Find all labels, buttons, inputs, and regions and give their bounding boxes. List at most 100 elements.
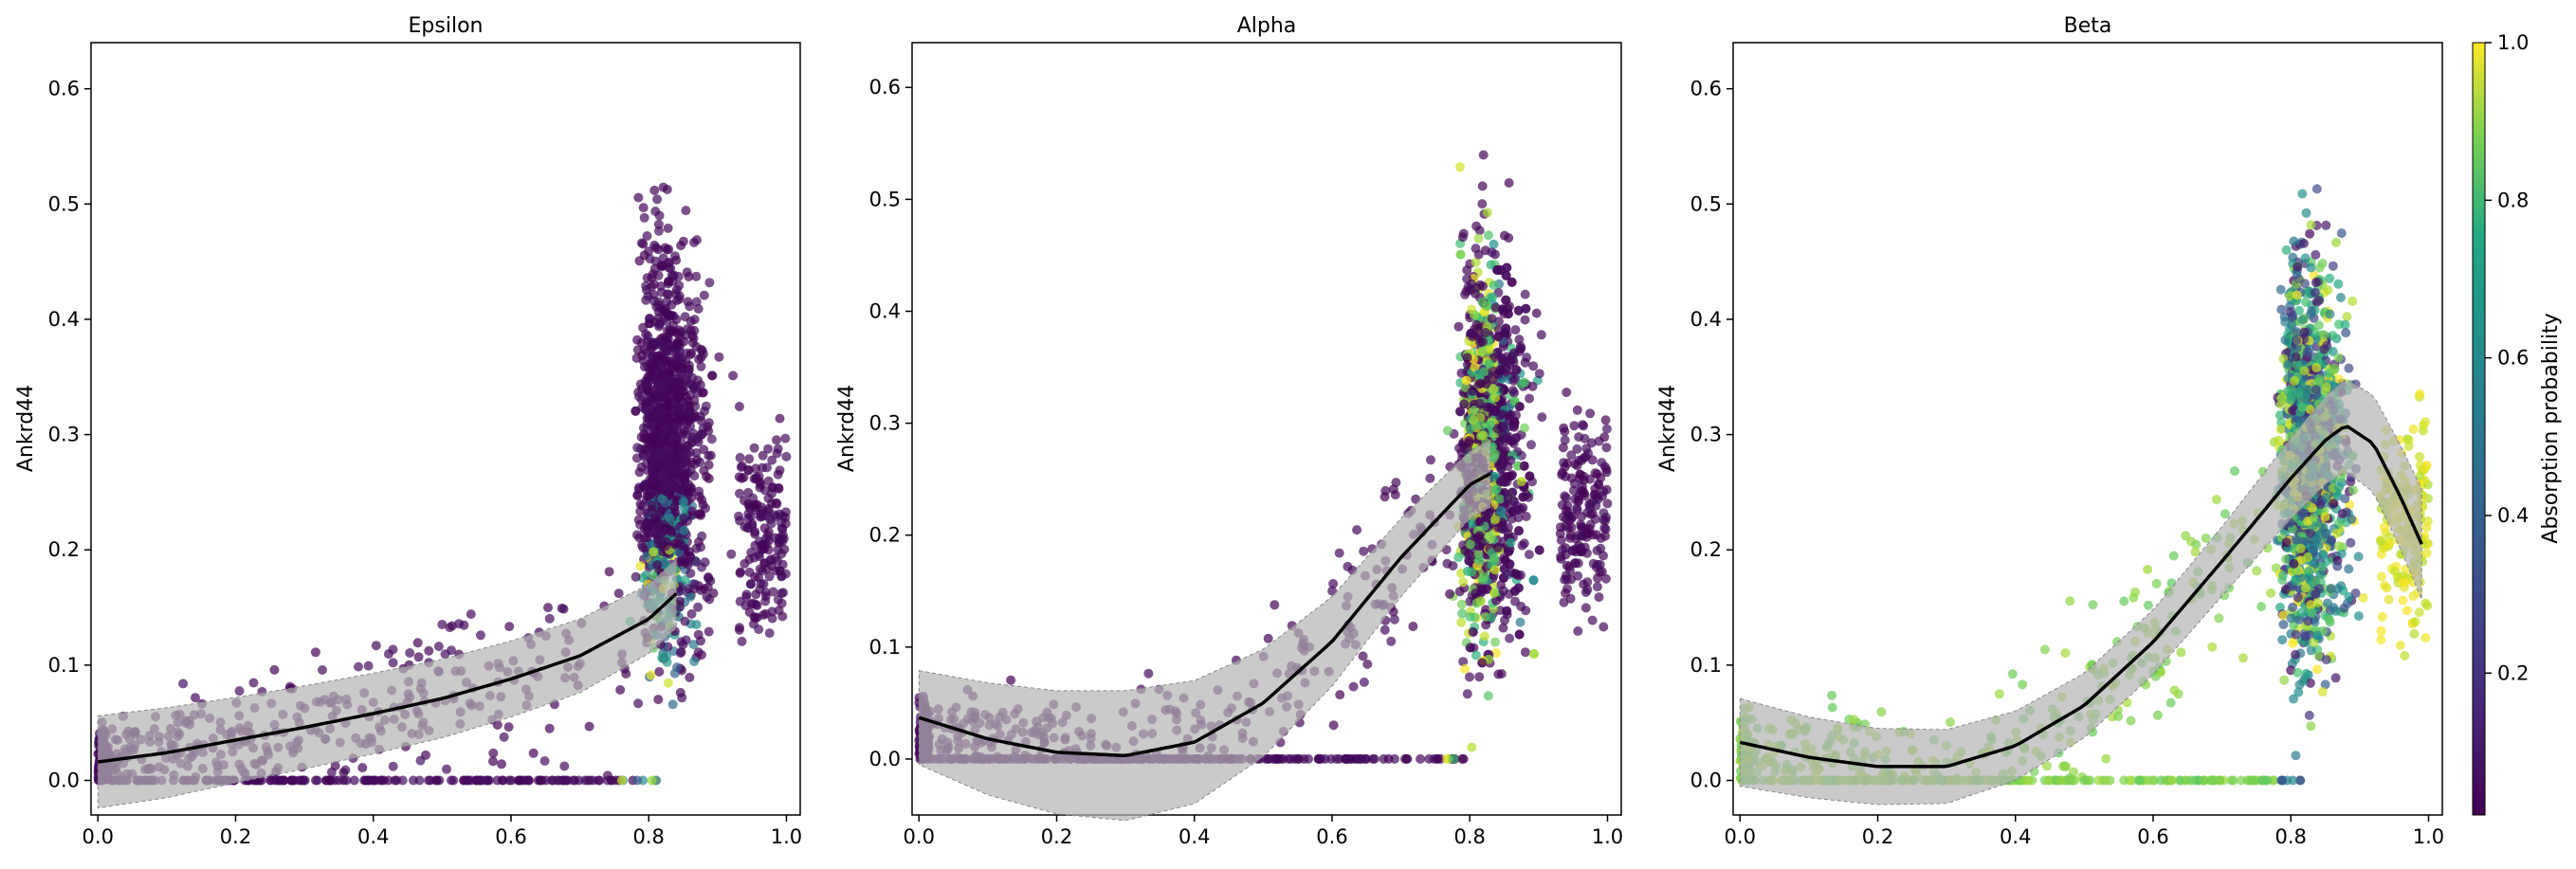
scatter-point <box>1469 415 1478 425</box>
scatter-point <box>651 530 662 540</box>
scatter-point <box>1496 505 1507 516</box>
scatter-point <box>2018 679 2028 690</box>
scatter-point <box>2128 592 2139 603</box>
scatter-point <box>1268 753 1278 764</box>
scatter-point <box>645 314 655 324</box>
scatter-point <box>683 441 693 451</box>
scatter-point <box>755 482 765 493</box>
scatter-point <box>431 775 442 786</box>
scatter-point <box>777 559 788 570</box>
panel-epsilon-title: Epsilon <box>409 14 484 38</box>
scatter-point <box>1572 503 1582 514</box>
scatter-point <box>678 497 688 507</box>
scatter-point <box>615 685 626 695</box>
scatter-point <box>736 462 746 472</box>
scatter-point <box>649 362 659 372</box>
scatter-point <box>1510 325 1521 335</box>
scatter-point <box>1562 560 1572 570</box>
scatter-point <box>2042 761 2052 771</box>
scatter-point <box>1489 281 1499 290</box>
scatter-point <box>685 672 695 682</box>
x-tick-label: 0.6 <box>2137 825 2168 848</box>
scatter-point <box>1464 555 1474 566</box>
scatter-point <box>528 748 539 758</box>
scatter-point <box>760 534 771 544</box>
scatter-point <box>700 406 709 416</box>
scatter-point <box>1492 265 1503 275</box>
scatter-point <box>1572 531 1582 541</box>
scatter-point <box>1490 515 1501 525</box>
scatter-point <box>1849 715 1859 725</box>
scatter-point <box>1506 456 1516 465</box>
scatter-point <box>248 678 259 688</box>
panel-beta-ticks: 0.0 0.2 0.4 0.6 0.8 1.00.00.10.20.30.40.50.6 <box>1690 78 2445 848</box>
x-tick-label: 0.2 <box>220 825 251 848</box>
scatter-point <box>1558 544 1567 554</box>
scatter-point <box>775 413 785 424</box>
x-tick-label: 0.6 <box>495 825 526 848</box>
scatter-point <box>746 512 756 521</box>
scatter-point <box>557 603 567 613</box>
scatter-point <box>1474 516 1485 527</box>
scatter-point <box>1579 421 1589 431</box>
scatter-point <box>1506 537 1516 548</box>
scatter-point <box>649 547 659 557</box>
scatter-point <box>1487 314 1497 324</box>
scatter-point <box>1534 369 1544 379</box>
scatter-point <box>415 755 426 766</box>
scatter-point <box>2168 551 2179 561</box>
scatter-point <box>1518 492 1528 502</box>
scatter-point <box>1408 622 1418 631</box>
scatter-point <box>497 759 506 769</box>
scatter-point <box>412 638 423 648</box>
scatter-point <box>773 594 783 605</box>
y-tick-label: 0.5 <box>1690 192 1722 215</box>
scatter-point <box>1592 573 1602 584</box>
scatter-point <box>1465 672 1474 682</box>
scatter-point <box>1520 315 1530 325</box>
scatter-point <box>773 545 783 555</box>
scatter-point <box>318 665 327 675</box>
scatter-point <box>297 775 307 786</box>
scatter-point <box>1586 498 1596 509</box>
scatter-point <box>634 467 645 478</box>
scatter-point <box>437 620 448 629</box>
scatter-point <box>736 567 745 577</box>
panel-beta: Beta Ankrd44 0.0 0.2 0.4 0.6 0.8 1.00.00.10.2… <box>1656 14 2444 848</box>
scatter-point <box>506 775 517 786</box>
scatter-point <box>191 693 200 703</box>
scatter-point <box>653 695 664 705</box>
scatter-point <box>634 256 645 266</box>
scatter-point <box>749 552 759 563</box>
scatter-point <box>1560 435 1570 445</box>
scatter-point <box>1473 249 1484 260</box>
scatter-point <box>535 775 545 786</box>
scatter-point <box>768 587 778 597</box>
scatter-point <box>594 775 605 786</box>
scatter-point <box>647 281 657 292</box>
scatter-point <box>630 406 641 416</box>
scatter-point <box>693 602 703 612</box>
scatter-point <box>1497 353 1507 364</box>
scatter-point <box>1528 575 1539 586</box>
scatter-point <box>413 652 424 662</box>
scatter-point <box>759 558 770 569</box>
scatter-point <box>338 768 349 778</box>
scatter-point <box>1579 471 1589 481</box>
scatter-point <box>1601 467 1612 478</box>
scatter-point <box>694 354 703 365</box>
scatter-point <box>739 472 749 482</box>
scatter-point <box>1478 150 1489 160</box>
scatter-point <box>763 444 774 454</box>
scatter-point <box>1473 233 1484 244</box>
scatter-point <box>1479 631 1489 642</box>
scatter-point <box>689 384 699 394</box>
scatter-point <box>1505 633 1515 643</box>
panel-epsilon-trend-line <box>98 592 678 764</box>
scatter-point <box>664 277 673 287</box>
y-tick-label: 0.1 <box>1690 654 1722 677</box>
scatter-point <box>604 567 614 577</box>
x-tick-label: 0.2 <box>1862 825 1893 848</box>
scatter-point <box>2214 613 2224 624</box>
